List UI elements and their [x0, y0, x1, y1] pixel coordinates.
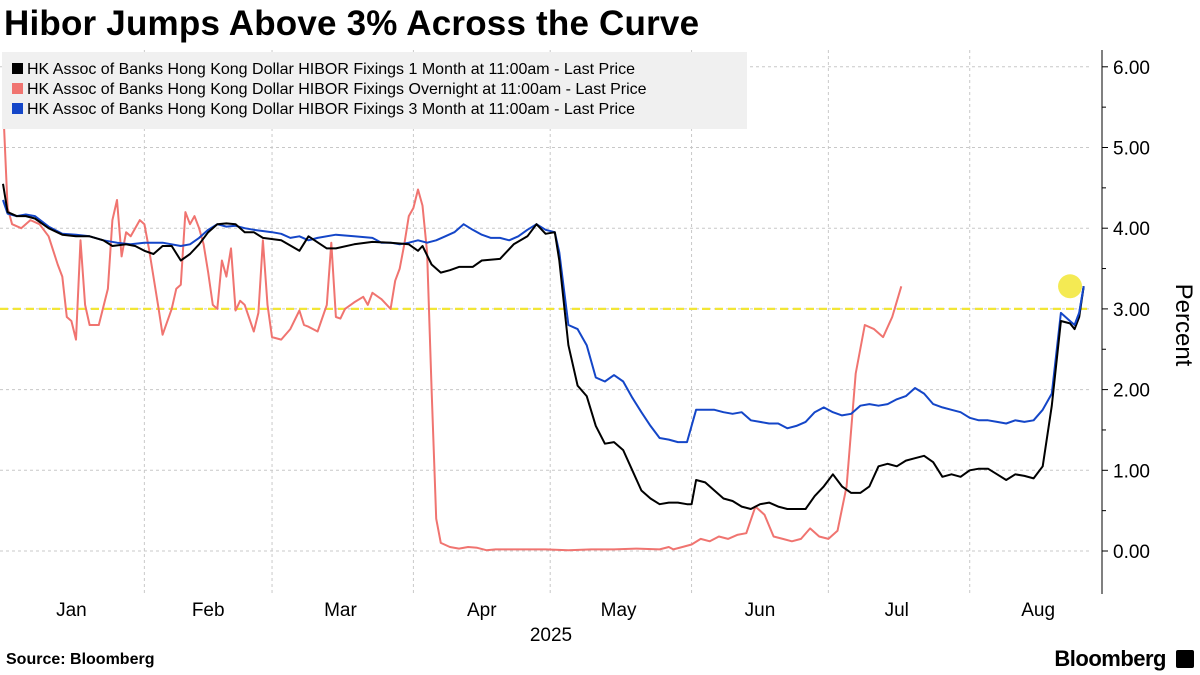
x-tick-label: Jan: [56, 600, 87, 621]
y-tick-label: 6.00: [1113, 58, 1150, 79]
x-tick-label: Jun: [745, 600, 776, 621]
bloomberg-logo: Bloomberg: [1054, 646, 1166, 671]
x-tick-label: Apr: [467, 600, 497, 621]
legend-swatch: [12, 83, 23, 94]
x-tick-label: Mar: [324, 600, 357, 621]
legend-label: HK Assoc of Banks Hong Kong Dollar HIBOR…: [27, 101, 635, 118]
x-tick-label: Jul: [885, 600, 909, 621]
series-line-overnight: [2, 103, 903, 552]
x-tick-label: Feb: [192, 600, 225, 621]
grid-layer: [0, 50, 1092, 594]
legend-item: HK Assoc of Banks Hong Kong Dollar HIBOR…: [12, 61, 635, 81]
latest-value-highlight: [1058, 274, 1083, 299]
y-tick-label: 0.00: [1113, 542, 1150, 563]
series-line-1-month: [2, 183, 1085, 510]
legend-label: HK Assoc of Banks Hong Kong Dollar HIBOR…: [27, 61, 635, 78]
legend-swatch: [12, 63, 23, 74]
series-line-3-month: [2, 199, 1085, 444]
axis-layer: 0.00 1.00 2.00 3.00 4.00 5.00 6.00 Percent Jan Fe…: [56, 50, 1197, 646]
legend-swatch: [12, 103, 23, 114]
source-note: Source: Bloomberg: [6, 651, 155, 668]
y-tick-label: 1.00: [1113, 461, 1150, 482]
x-tick-label: May: [601, 600, 637, 621]
y-tick-label: 2.00: [1113, 381, 1150, 402]
y-tick-label: 4.00: [1113, 219, 1150, 240]
y-tick-label: 3.00: [1113, 300, 1150, 321]
x-tick-label: Aug: [1021, 600, 1055, 621]
x-axis-year-label: 2025: [530, 625, 572, 646]
highlight-layer: [1058, 274, 1085, 326]
series-3-month-tail: [1073, 286, 1085, 326]
legend: HK Assoc of Banks Hong Kong Dollar HIBOR…: [2, 52, 747, 129]
y-tick-label: 5.00: [1113, 139, 1150, 160]
chart-title: Hibor Jumps Above 3% Across the Curve: [4, 4, 700, 43]
bloomberg-terminal-icon: [1176, 650, 1194, 668]
legend-item: HK Assoc of Banks Hong Kong Dollar HIBOR…: [12, 81, 647, 101]
y-axis-label: Percent: [1170, 284, 1197, 367]
legend-label: HK Assoc of Banks Hong Kong Dollar HIBOR…: [27, 81, 647, 98]
series-layer: [2, 103, 1085, 552]
legend-item: HK Assoc of Banks Hong Kong Dollar HIBOR…: [12, 101, 635, 121]
